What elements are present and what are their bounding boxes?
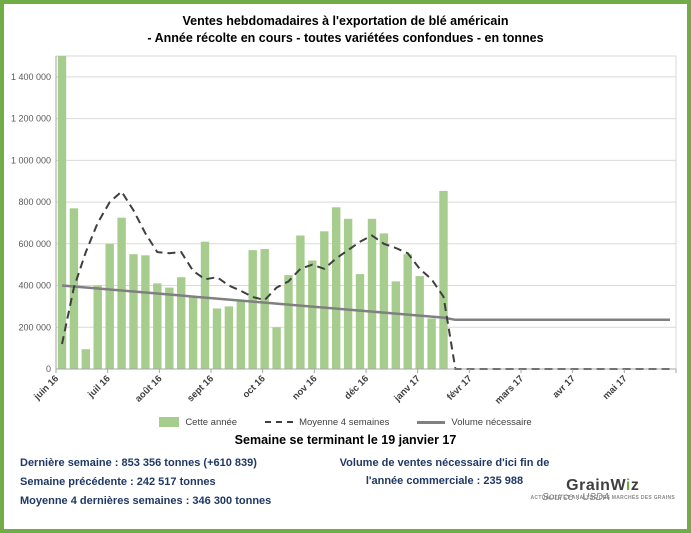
bar-week [248, 250, 257, 369]
y-tick-label: 0 [46, 364, 51, 374]
bar-week [427, 318, 436, 369]
bar-week [415, 276, 424, 369]
bar-week [117, 217, 126, 369]
chart-legend: Cette année Moyenne 4 semaines Volume né… [4, 414, 687, 430]
bar-week [320, 231, 329, 369]
chart-title-line2: - Année récolte en cours - toutes variét… [147, 30, 544, 45]
stats-left-block: Dernière semaine : 853 356 tonnes (+610 … [20, 454, 271, 511]
bar-week [355, 274, 365, 369]
bar-week [296, 235, 305, 369]
grainwiz-logo-text: GrainWiz [531, 478, 676, 494]
bar-week [343, 218, 353, 369]
logo-part-z: z [630, 477, 640, 494]
legend-item-avg4: Moyenne 4 semaines [265, 417, 389, 428]
stat-avg-4-weeks: Moyenne 4 dernières semaines : 346 300 t… [20, 495, 272, 507]
bar-week [81, 349, 90, 369]
legend-label-this-year: Cette année [185, 416, 238, 428]
legend-label-needed: Volume nécessaire [451, 416, 532, 428]
bar-week [57, 56, 67, 369]
export-sales-chart: 0 200 000 400 000 600 000 800 000 1 000 000 1 … [11, 55, 677, 407]
bar-week [212, 308, 222, 369]
bar-week [391, 281, 400, 369]
logo-part-grain: Grain [566, 477, 611, 494]
x-month-label: nov 16 [290, 373, 319, 402]
bar-week [236, 300, 245, 369]
x-month-label: févr 17 [445, 373, 474, 402]
needed-volume-line [61, 284, 670, 322]
grainwiz-logo: GrainWiz ACTUALITÉ ET ANALYSE DES MARCHÉ… [531, 478, 676, 501]
bar-week [308, 260, 317, 369]
legend-label-avg4: Moyenne 4 semaines [299, 416, 390, 428]
chart-title: Ventes hebdomadaires à l'exportation de … [4, 4, 687, 45]
x-month-label: juil 16 [85, 373, 113, 401]
bar-week [403, 254, 412, 369]
y-tick-label: 1 400 000 [11, 72, 51, 82]
logo-part-i: i [625, 477, 631, 494]
bar-week [93, 285, 102, 369]
stat-needed-volume-line2: l'année commerciale : 235 988 [365, 475, 524, 487]
stat-previous-week: Semaine précédente : 242 517 tonnes [20, 476, 216, 488]
bar-week [153, 283, 162, 369]
legend-item-needed: Volume nécessaire [417, 416, 532, 428]
y-tick-label: 600 000 [18, 239, 51, 249]
logo-part-w: W [610, 477, 626, 494]
x-month-label: juin 16 [31, 373, 61, 403]
bar-week [284, 275, 293, 369]
y-tick-label: 200 000 [18, 322, 51, 332]
chart-title-line1: Ventes hebdomadaires à l'exportation de … [182, 14, 509, 28]
y-tick-label: 800 000 [18, 197, 51, 207]
bar-week [439, 190, 448, 369]
x-month-label: déc 16 [342, 373, 371, 402]
bar-week [165, 287, 174, 369]
dashed-line-swatch-icon [265, 421, 294, 423]
y-tick-label: 400 000 [18, 281, 51, 291]
bar-week [367, 218, 377, 369]
avg4-dashed-line [61, 190, 670, 370]
x-month-label: mars 17 [493, 373, 526, 406]
x-month-label: janv 17 [392, 373, 423, 404]
y-tick-label: 1 200 000 [11, 114, 51, 124]
bar-week [224, 306, 234, 369]
bar-week [332, 207, 341, 369]
stat-needed-volume-line1: Volume de ventes nécessaire d'ici fin de [339, 457, 550, 469]
grainwiz-tagline: ACTUALITÉ ET ANALYSE DES MARCHÉS DES GRA… [530, 495, 675, 501]
bar-week [272, 327, 281, 369]
bar-week [200, 241, 210, 369]
bar-week [105, 243, 114, 369]
bar-week [379, 233, 389, 369]
x-month-label: mai 17 [601, 373, 630, 402]
stats-footer: Dernière semaine : 853 356 tonnes (+610 … [4, 452, 687, 525]
bar-swatch-icon [159, 417, 180, 427]
bar-week [188, 297, 198, 369]
x-month-label: oct 16 [241, 373, 268, 400]
bar-week [141, 255, 150, 369]
x-month-label: sept 16 [185, 373, 216, 404]
bar-week [129, 254, 138, 369]
stat-last-week: Dernière semaine : 853 356 tonnes (+610 … [20, 457, 257, 469]
stats-right-block: Volume de ventes nécessaire d'ici fin de… [292, 454, 597, 490]
y-tick-label: 1 000 000 [11, 155, 51, 165]
legend-item-this-year: Cette année [159, 417, 237, 428]
x-month-label: août 16 [133, 373, 164, 404]
bar-week [177, 277, 186, 369]
x-month-label: avr 17 [551, 373, 578, 400]
week-ending-subtitle: Semaine se terminant le 19 janvier 17 [234, 433, 457, 447]
bar-week [260, 249, 269, 369]
source-label: Source : USDA [542, 492, 610, 503]
solid-line-swatch-icon [417, 420, 446, 424]
